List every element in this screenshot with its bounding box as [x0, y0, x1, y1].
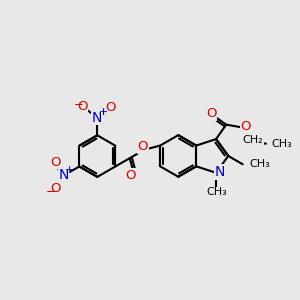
Text: −: −	[46, 185, 56, 198]
Text: +: +	[65, 165, 75, 175]
Text: O: O	[77, 100, 88, 113]
Text: −: −	[73, 98, 83, 111]
Text: O: O	[125, 169, 136, 182]
Text: N: N	[214, 165, 225, 179]
Text: CH₃: CH₃	[249, 159, 270, 169]
Text: N: N	[59, 168, 69, 182]
Text: +: +	[99, 107, 108, 117]
Text: N: N	[92, 111, 103, 124]
Text: CH₃: CH₃	[272, 139, 292, 148]
Text: O: O	[50, 182, 61, 195]
Text: CH₃: CH₃	[207, 188, 228, 197]
Text: O: O	[138, 140, 148, 153]
Text: CH₂: CH₂	[242, 135, 263, 145]
Text: O: O	[50, 156, 61, 169]
Text: O: O	[105, 101, 116, 114]
Text: O: O	[206, 107, 216, 120]
Text: O: O	[241, 120, 251, 133]
